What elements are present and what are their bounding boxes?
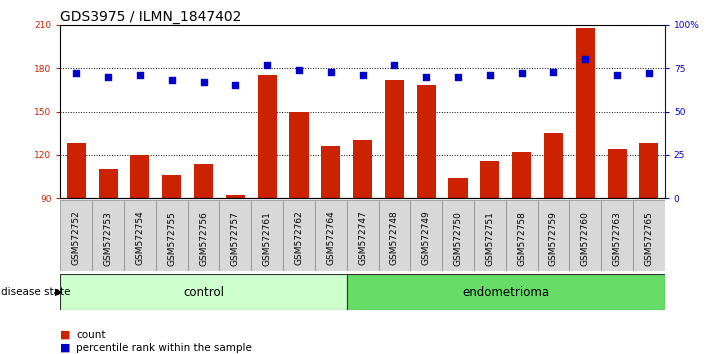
Text: GSM572758: GSM572758 — [517, 211, 526, 266]
Text: GSM572748: GSM572748 — [390, 211, 399, 266]
Point — [484, 72, 496, 78]
Text: ■: ■ — [60, 330, 71, 339]
Point — [102, 74, 114, 80]
Point — [134, 72, 146, 78]
Bar — [417, 85, 436, 198]
Text: GSM572751: GSM572751 — [486, 211, 494, 266]
Bar — [410, 200, 442, 271]
Point — [611, 72, 623, 78]
Bar — [92, 200, 124, 271]
Text: GSM572753: GSM572753 — [104, 211, 112, 266]
Bar — [570, 200, 602, 271]
Bar — [544, 133, 563, 198]
Point — [262, 62, 273, 68]
Text: GSM572760: GSM572760 — [581, 211, 589, 266]
Bar — [442, 200, 474, 271]
Text: endometrioma: endometrioma — [462, 286, 550, 298]
Bar — [283, 200, 315, 271]
Text: percentile rank within the sample: percentile rank within the sample — [76, 343, 252, 353]
Bar — [315, 200, 347, 271]
Point — [166, 78, 178, 83]
Point — [420, 74, 432, 80]
Bar — [639, 143, 658, 198]
Text: GSM572747: GSM572747 — [358, 211, 367, 266]
Point — [579, 57, 591, 62]
Bar — [226, 195, 245, 198]
Bar — [353, 141, 372, 198]
Point — [198, 79, 209, 85]
Point — [230, 82, 241, 88]
Bar — [633, 200, 665, 271]
Point — [357, 72, 368, 78]
Bar — [60, 200, 92, 271]
Bar — [347, 274, 665, 310]
Text: GSM572755: GSM572755 — [167, 211, 176, 266]
Text: GSM572763: GSM572763 — [613, 211, 621, 266]
Bar — [162, 175, 181, 198]
Text: ▶: ▶ — [55, 287, 63, 297]
Bar — [474, 200, 506, 271]
Point — [70, 70, 82, 76]
Text: GDS3975 / ILMN_1847402: GDS3975 / ILMN_1847402 — [60, 10, 242, 24]
Point — [389, 62, 400, 68]
Text: GSM572757: GSM572757 — [231, 211, 240, 266]
Text: GSM572765: GSM572765 — [644, 211, 653, 266]
Bar — [99, 169, 118, 198]
Bar — [156, 200, 188, 271]
Bar — [576, 28, 595, 198]
Bar — [130, 155, 149, 198]
Text: GSM572756: GSM572756 — [199, 211, 208, 266]
Text: GSM572764: GSM572764 — [326, 211, 336, 266]
Text: GSM572754: GSM572754 — [136, 211, 144, 266]
Text: count: count — [76, 330, 105, 339]
Bar — [220, 200, 251, 271]
Bar — [602, 200, 633, 271]
Bar — [378, 200, 410, 271]
Bar — [538, 200, 570, 271]
Bar — [321, 146, 341, 198]
Bar — [194, 164, 213, 198]
Text: GSM572752: GSM572752 — [72, 211, 81, 266]
Bar — [347, 200, 378, 271]
Bar — [60, 274, 347, 310]
Point — [452, 74, 464, 80]
Point — [516, 70, 528, 76]
Bar — [289, 112, 309, 198]
Text: GSM572762: GSM572762 — [294, 211, 304, 266]
Bar — [481, 161, 499, 198]
Point — [294, 67, 305, 73]
Bar — [67, 143, 86, 198]
Point — [643, 70, 655, 76]
Bar — [188, 200, 220, 271]
Text: GSM572761: GSM572761 — [262, 211, 272, 266]
Bar — [506, 200, 538, 271]
Bar — [385, 80, 404, 198]
Point — [547, 69, 559, 74]
Text: GSM572750: GSM572750 — [454, 211, 463, 266]
Text: control: control — [183, 286, 224, 298]
Text: disease state: disease state — [1, 287, 70, 297]
Bar — [124, 200, 156, 271]
Bar — [251, 200, 283, 271]
Bar — [607, 149, 626, 198]
Bar — [512, 152, 531, 198]
Bar — [449, 178, 468, 198]
Text: GSM572759: GSM572759 — [549, 211, 558, 266]
Bar — [257, 75, 277, 198]
Text: GSM572749: GSM572749 — [422, 211, 431, 266]
Point — [325, 69, 336, 74]
Text: ■: ■ — [60, 343, 71, 353]
